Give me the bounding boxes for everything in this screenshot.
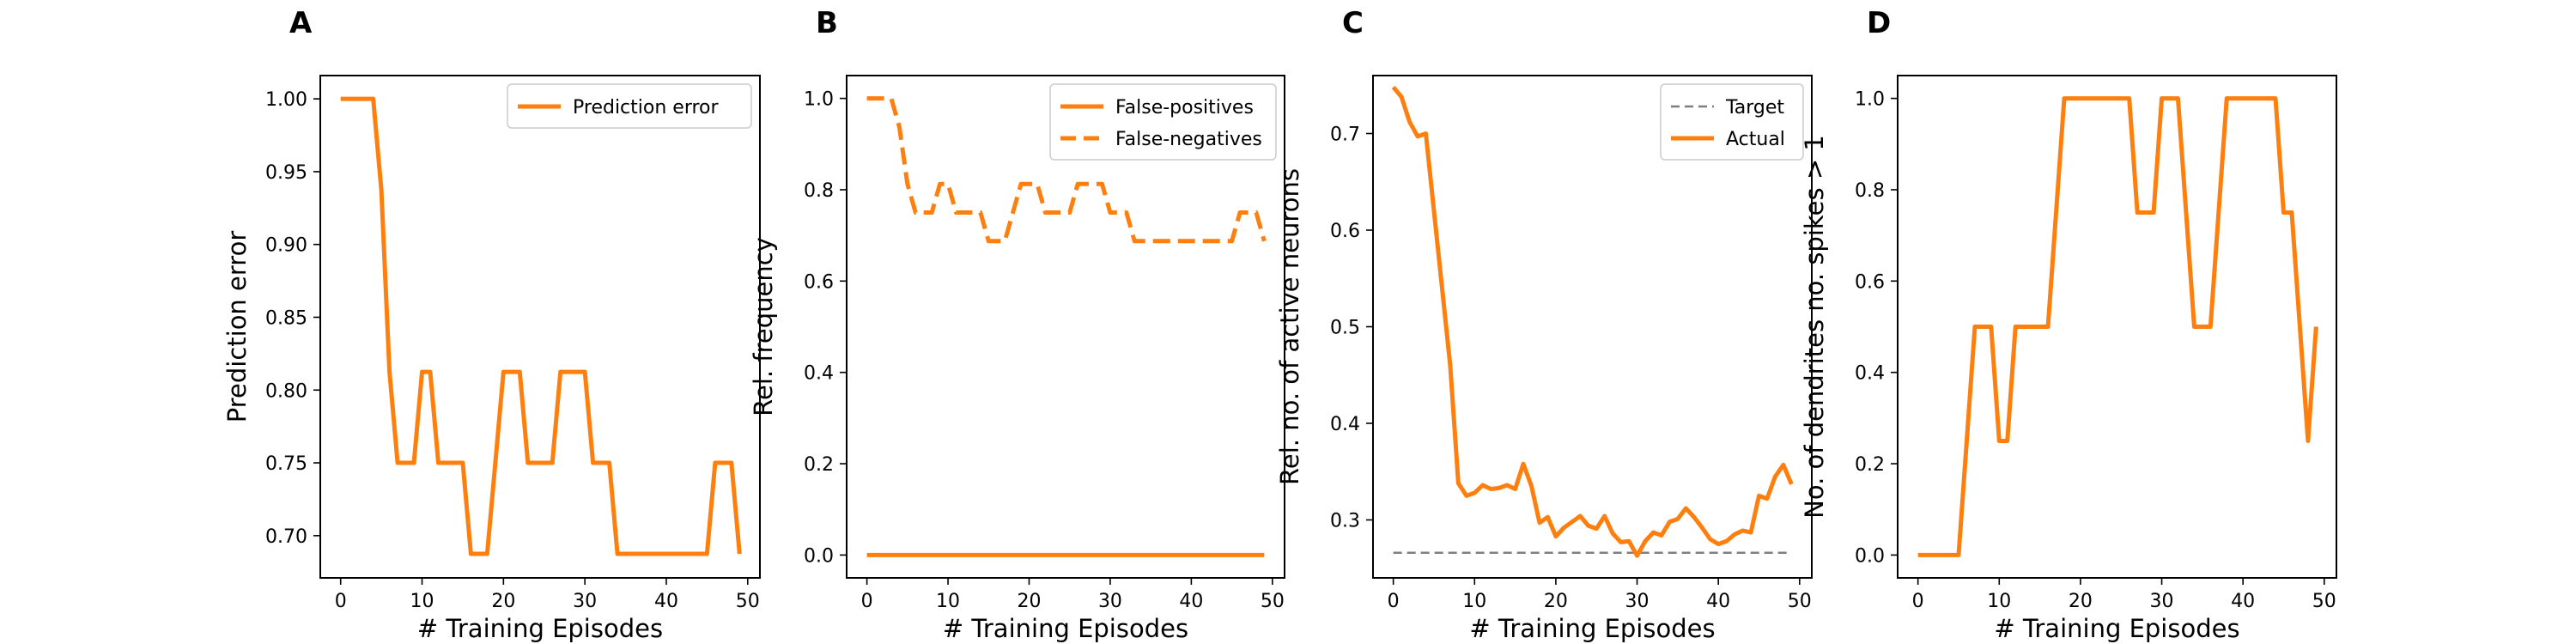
panel-b-letter: B	[816, 6, 838, 40]
panel-b-ytick-label: 0.0	[804, 545, 834, 567]
panel-d-xtick-label: 10	[1987, 591, 2011, 612]
panel-d-ytick-label: 0.4	[1855, 363, 1885, 385]
panel-b-y-axis-label: Rel. frequency	[749, 237, 778, 416]
panel-b-ytick-label: 0.2	[804, 454, 834, 476]
panel-c-series-line-1	[1391, 85, 1794, 558]
panel-d-y-axis-label: No. of dendrites no. spikes > 1	[1800, 135, 1829, 519]
panel-c-ytick-label: 0.4	[1330, 414, 1360, 435]
panel-b-axes-frame	[846, 75, 1285, 579]
panel-c-xtick-label: 30	[1625, 591, 1649, 612]
panel-c-xtick-label: 0	[1388, 591, 1400, 612]
panel-a-letter: A	[289, 6, 313, 40]
panel-c-x-axis-label: # Training Episodes	[1469, 614, 1715, 643]
panel-a-ytick-label: 0.90	[265, 235, 307, 257]
panel-d-x-axis-label: # Training Episodes	[1994, 614, 2239, 643]
panel-b-legend-label: False-negatives	[1115, 129, 1262, 150]
panel-c-ytick-label: 0.7	[1330, 125, 1360, 146]
panel-b-xtick-label: 10	[936, 591, 960, 612]
panel-d-ytick-label: 1.0	[1855, 89, 1885, 111]
panel-a-series-group	[340, 96, 742, 556]
panel-b-series-group	[866, 96, 1267, 557]
panel-c-xtick-label: 20	[1544, 591, 1568, 612]
panel-d-xtick-label: 50	[2312, 591, 2336, 612]
panel-a-ytick-label: 1.00	[265, 89, 307, 111]
panel-d-letter: D	[1867, 6, 1891, 40]
panel-b-legend-label: False-positives	[1115, 97, 1254, 118]
panel-a-ytick-label: 0.75	[265, 453, 307, 475]
panel-d-xtick-label: 0	[1912, 591, 1924, 612]
panel-a-xtick-label: 20	[491, 591, 515, 612]
panel-a-series-line-0	[340, 96, 742, 556]
panel-a-y-axis-label: Prediction error	[222, 231, 252, 423]
panel-a: A 0 10 20 30 40 50 0.70 0.75 0.80 0.85 0.90 0.95 1.00…	[222, 6, 761, 643]
panel-b-xtick-label: 30	[1098, 591, 1122, 612]
panel-c-xtick-label: 50	[1788, 591, 1812, 612]
panel-c-letter: C	[1342, 6, 1364, 40]
panel-b-xtick-label: 40	[1179, 591, 1203, 612]
panel-a-legend: Prediction error	[507, 83, 752, 129]
panel-b-legend: False-positives False-negatives	[1049, 83, 1277, 161]
panel-d-xtick-label: 40	[2231, 591, 2255, 612]
panel-c: C 0 10 20 30 40 50 0.3 0.4 0.5 0.6 0.7 # Training Ep…	[1275, 6, 1813, 643]
panel-b-xtick-label: 0	[861, 591, 873, 612]
panel-b-ytick-label: 0.6	[804, 271, 834, 293]
panel-a-xtick-label: 30	[573, 591, 597, 612]
panel-c-series-group	[1391, 85, 1794, 558]
panel-b-xtick-label: 20	[1018, 591, 1042, 612]
panel-c-legend: Target Actual	[1660, 83, 1804, 161]
panel-d-ytick-label: 0.8	[1855, 180, 1885, 202]
panel-c-legend-label: Target	[1725, 97, 1784, 118]
panel-c-ytick-label: 0.3	[1330, 511, 1360, 532]
panel-d-series-group	[1917, 96, 2318, 557]
panel-b-series-line-1	[866, 96, 1267, 244]
panel-c-legend-label: Actual	[1726, 129, 1785, 150]
panel-b-ytick-label: 0.4	[804, 363, 834, 385]
panel-a-legend-box	[507, 83, 752, 129]
panel-b-x-axis-label: # Training Episodes	[943, 614, 1188, 643]
panel-a-ytick-label: 0.95	[265, 162, 307, 184]
panel-a-x-axis-label: # Training Episodes	[417, 614, 663, 643]
panel-b-legend-box	[1049, 83, 1277, 161]
panel-a-xtick-label: 50	[736, 591, 760, 612]
panel-c-xtick-label: 10	[1462, 591, 1486, 612]
panel-c-y-axis-label: Rel. no. of active neurons	[1275, 168, 1304, 485]
panel-a-ytick-label: 0.85	[265, 307, 307, 329]
panel-a-xtick-label: 40	[654, 591, 678, 612]
panel-c-ytick-label: 0.6	[1330, 221, 1360, 242]
panel-c-legend-box	[1660, 83, 1804, 161]
panel-b: B 0 10 20 30 40 50 0.0 0.2 0.4 0.6 0.8 1.0 # Training…	[749, 6, 1285, 643]
panel-b-ytick-label: 1.0	[804, 89, 834, 111]
panel-b-xtick-label: 50	[1261, 591, 1285, 612]
panel-c-ytick-label: 0.5	[1330, 318, 1360, 339]
panel-a-ytick-label: 0.80	[265, 380, 307, 402]
panel-d-xtick-label: 30	[2150, 591, 2174, 612]
panel-d: D 0 10 20 30 40 50 0.0 0.2 0.4 0.6 0.8 1.0 # Training…	[1800, 6, 2337, 643]
panel-a-legend-label: Prediction error	[573, 97, 719, 118]
panel-d-ytick-label: 0.6	[1855, 271, 1885, 293]
panel-d-xtick-label: 20	[2069, 591, 2093, 612]
panel-c-xtick-label: 40	[1706, 591, 1730, 612]
panel-d-axes-frame	[1897, 75, 2337, 579]
panel-a-xtick-label: 10	[410, 591, 434, 612]
panel-d-ytick-label: 0.2	[1855, 454, 1885, 476]
panel-d-series-line-0	[1917, 96, 2318, 557]
panel-a-xtick-label: 0	[335, 591, 347, 612]
panel-a-ytick-label: 0.70	[265, 526, 307, 548]
panel-d-ytick-label: 0.0	[1855, 545, 1885, 567]
panel-a-axes-frame	[319, 75, 761, 579]
panel-b-ytick-label: 0.8	[804, 180, 834, 202]
